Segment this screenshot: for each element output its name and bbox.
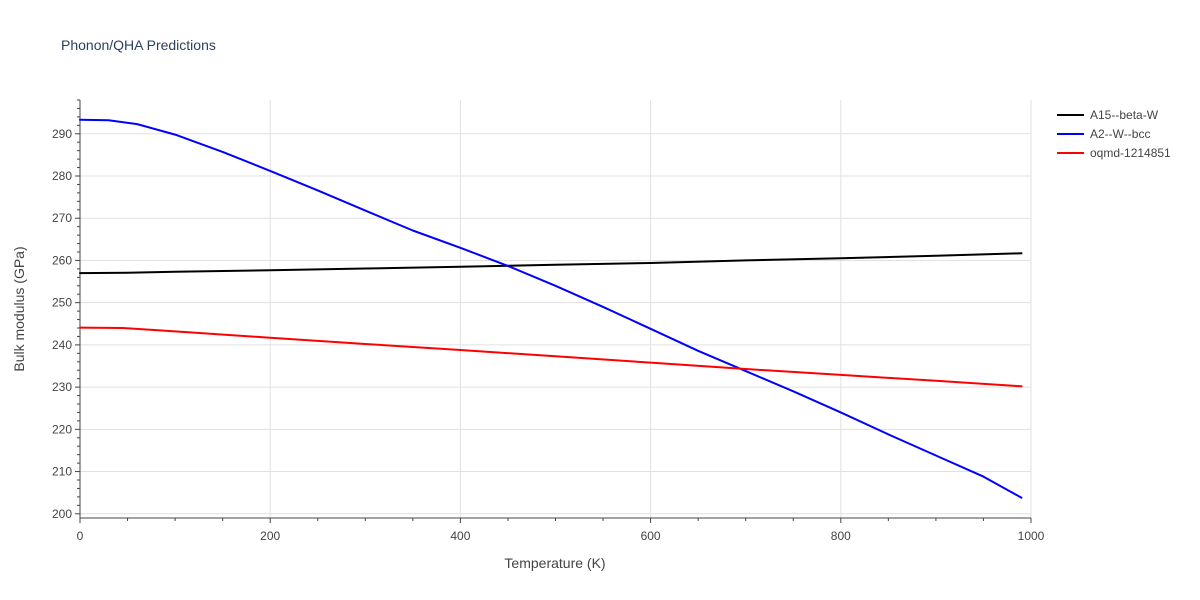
legend-item-2[interactable]: A2--W--bcc: [1057, 127, 1150, 141]
series-line-1[interactable]: [79, 252, 1023, 275]
x-tick-label: 1000: [1018, 529, 1045, 543]
y-tick-label: 200: [52, 507, 72, 521]
legend-item-3[interactable]: oqmd-1214851: [1057, 146, 1171, 160]
y-tick-label: 220: [52, 422, 72, 436]
y-tick-label: 210: [52, 465, 72, 479]
y-tick-label: 270: [52, 211, 72, 225]
chart-title: Phonon/QHA Predictions: [61, 37, 216, 53]
y-tick-label: 240: [52, 338, 72, 352]
y-tick-label: 230: [52, 380, 72, 394]
y-tick-label: 250: [52, 296, 72, 310]
y-axis-title: Bulk modulus (GPa): [11, 246, 27, 371]
legend-item-1[interactable]: A15--beta-W: [1057, 108, 1159, 122]
y-tick-label: 280: [52, 169, 72, 183]
legend-label: A15--beta-W: [1090, 108, 1159, 122]
series-line-3[interactable]: [79, 326, 1023, 388]
series-layer: [79, 118, 1023, 499]
legend-label: A2--W--bcc: [1090, 127, 1150, 141]
axis-layer: 200 210 220 230 240 250 260 270 280 290 0 200 400 600…: [52, 99, 1045, 543]
x-tick-label: 600: [641, 529, 661, 543]
x-tick-label: 400: [450, 529, 470, 543]
x-tick-label: 800: [831, 529, 851, 543]
x-axis-title: Temperature (K): [504, 555, 605, 571]
legend[interactable]: A15--beta-W A2--W--bcc oqmd-1214851: [1057, 108, 1171, 160]
grid-layer: [80, 100, 1032, 518]
x-tick-label: 0: [77, 529, 84, 543]
y-tick-label: 260: [52, 253, 72, 267]
legend-label: oqmd-1214851: [1090, 146, 1171, 160]
x-tick-label: 200: [260, 529, 280, 543]
y-tick-label: 290: [52, 127, 72, 141]
series-line-2[interactable]: [79, 118, 1023, 499]
